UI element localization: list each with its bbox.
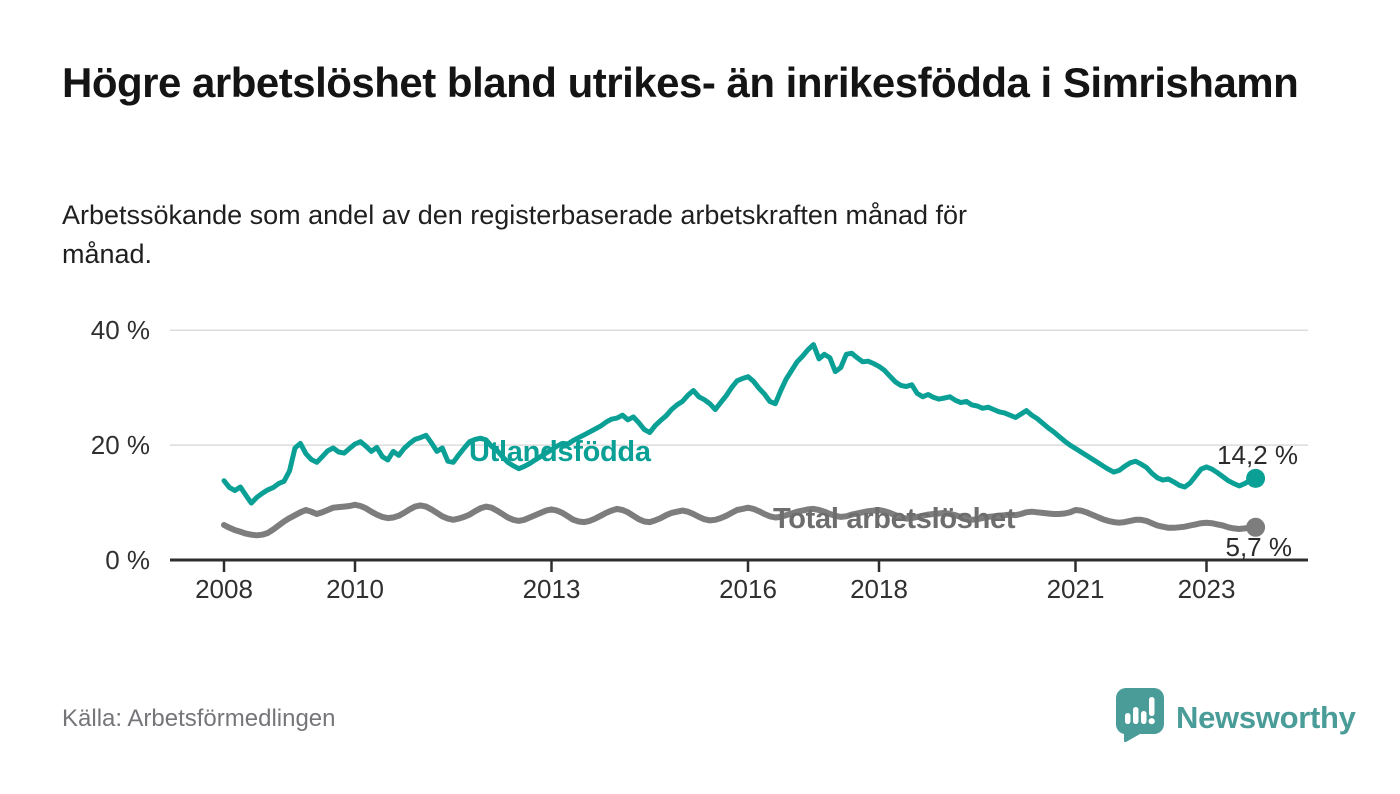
end-value-label-total: 5,7 %	[1225, 532, 1293, 562]
series-label-total-arbetsloshet: Total arbetslöshet	[773, 503, 1016, 535]
x-tick-label: 2018	[850, 574, 908, 604]
x-tick-label: 2023	[1177, 574, 1236, 604]
x-tick-label: 2008	[195, 574, 253, 604]
newsworthy-logo: Newsworthy	[1115, 688, 1356, 747]
page-title: Högre arbetslöshet bland utrikes- än inr…	[62, 59, 1299, 106]
series-label-utlandsfodda: Utlandsfödda	[469, 436, 651, 468]
page-subtitle: Arbetssökande som andel av den registerb…	[62, 200, 968, 270]
newsworthy-speech-bubble-chart-icon	[1115, 688, 1164, 747]
end-point-dot	[1246, 517, 1266, 537]
x-tick-label: 2021	[1046, 574, 1105, 604]
newsworthy-wordmark: Newsworthy	[1176, 699, 1356, 735]
x-tick-label: 2010	[326, 574, 384, 604]
end-value-label-utlandsfodda: 14,2 %	[1217, 440, 1298, 470]
end-point-dot	[1246, 468, 1266, 488]
y-tick-label: 20 %	[90, 430, 150, 461]
x-tick-label: 2013	[522, 574, 581, 604]
data-line-utlandsfodda	[221, 342, 1259, 506]
y-tick-label: 0 %	[105, 545, 150, 575]
x-tick-label: 2016	[719, 574, 777, 604]
data-line-total	[221, 501, 1259, 539]
y-tick-label: 40 %	[90, 315, 150, 346]
source-attribution: Källa: Arbetsförmedlingen	[62, 705, 336, 732]
